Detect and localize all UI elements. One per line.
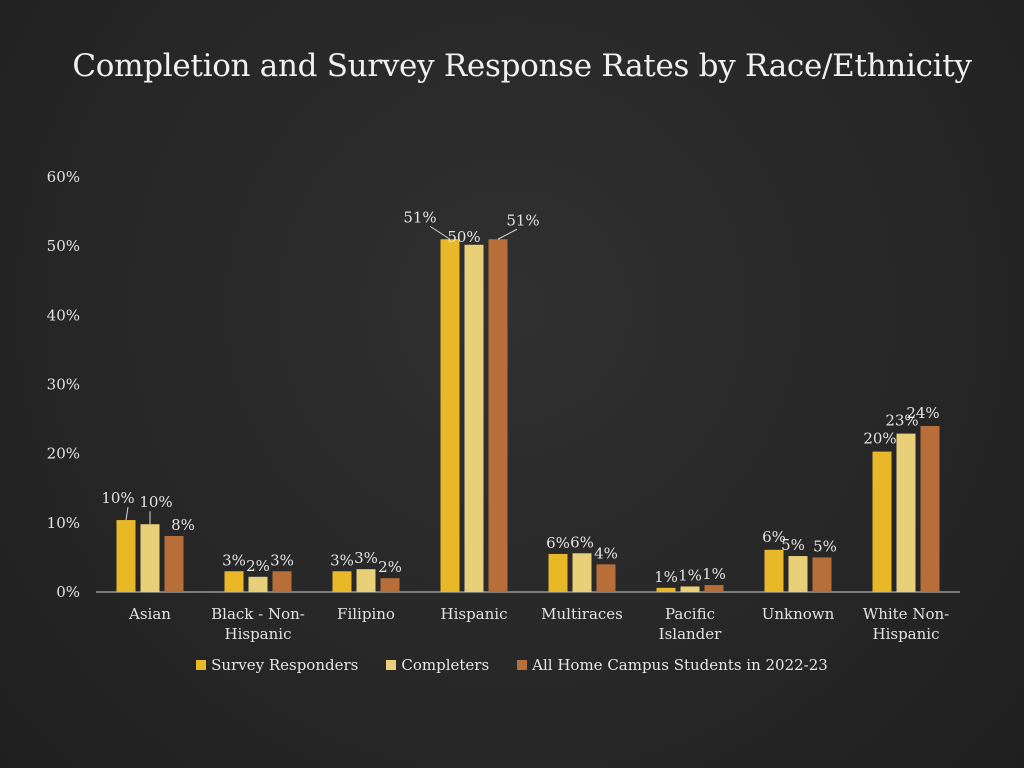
legend-label-survey: Survey Responders — [211, 656, 359, 674]
legend-swatch-completers — [386, 660, 397, 670]
data-label: 23% — [885, 412, 918, 430]
bar-0-3 — [440, 239, 460, 592]
chart-title: Completion and Survey Response Rates by … — [72, 48, 972, 84]
chart-legend: Survey Responders Completers All Home Ca… — [0, 656, 1024, 674]
bar-1-6 — [788, 556, 808, 592]
bar-2-0 — [164, 535, 184, 592]
bar-0-5 — [656, 587, 676, 592]
y-tick-label: 40% — [47, 306, 80, 324]
y-tick-label: 20% — [47, 445, 80, 463]
data-label: 3% — [354, 549, 378, 567]
data-label: 2% — [246, 557, 270, 575]
bar-2-5 — [704, 585, 724, 592]
bar-2-2 — [380, 578, 400, 592]
legend-label-completers: Completers — [401, 656, 490, 674]
bar-2-6 — [812, 557, 832, 592]
data-label: 4% — [594, 544, 618, 562]
y-tick-label: 30% — [47, 376, 80, 394]
bar-2-7 — [920, 426, 940, 592]
legend-item-completers: Completers — [386, 656, 489, 674]
y-tick-label: 60% — [47, 168, 80, 186]
leader-line — [497, 228, 518, 240]
data-label: 6% — [762, 528, 786, 546]
bar-0-2 — [332, 571, 352, 592]
x-tick-label: Hispanic — [441, 605, 508, 623]
legend-label-all-students: All Home Campus Students in 2022-23 — [532, 656, 828, 674]
data-label: 3% — [270, 551, 294, 569]
y-tick-label: 50% — [47, 237, 80, 255]
data-label: 6% — [546, 534, 570, 552]
data-label: 1% — [702, 565, 726, 583]
bar-2-1 — [272, 571, 292, 592]
x-tick-label: Black - Non- — [211, 605, 305, 623]
x-tick-label: Asian — [128, 605, 171, 623]
data-label: 20% — [863, 430, 896, 448]
x-tick-label: White Non- — [863, 605, 949, 623]
data-label: 1% — [654, 568, 678, 586]
bar-2-3 — [488, 239, 508, 592]
x-tick-label: Islander — [659, 625, 723, 643]
bar-1-1 — [248, 576, 268, 592]
leader-line — [125, 506, 129, 521]
bar-1-3 — [464, 244, 484, 593]
x-tick-label: Filipino — [337, 605, 395, 623]
legend-swatch-all-students — [517, 660, 528, 670]
bar-1-0 — [140, 524, 160, 592]
bar-1-2 — [356, 569, 376, 592]
data-label: 5% — [813, 537, 837, 555]
data-label: 2% — [378, 558, 402, 576]
bar-0-7 — [872, 451, 892, 592]
x-tick-label: Pacific — [665, 605, 715, 623]
data-label: 10% — [139, 493, 172, 511]
bar-0-0 — [116, 520, 136, 592]
data-label: 51% — [506, 211, 539, 229]
legend-item-survey: Survey Responders — [196, 656, 358, 674]
legend-item-all-students: All Home Campus Students in 2022-23 — [517, 656, 828, 674]
bar-1-7 — [896, 433, 916, 592]
data-label: 6% — [570, 533, 594, 551]
data-label: 51% — [403, 208, 436, 226]
bar-0-4 — [548, 553, 568, 592]
bar-2-4 — [596, 564, 616, 592]
data-label: 3% — [330, 551, 354, 569]
legend-swatch-survey — [196, 660, 207, 670]
y-tick-label: 10% — [47, 514, 80, 532]
data-label: 24% — [906, 404, 939, 422]
x-tick-label: Hispanic — [873, 625, 940, 643]
x-tick-label: Hispanic — [225, 625, 292, 643]
bar-1-4 — [572, 553, 592, 592]
data-label: 5% — [781, 536, 805, 554]
y-tick-label: 0% — [56, 583, 80, 601]
data-label: 10% — [101, 489, 134, 507]
data-label: 3% — [222, 551, 246, 569]
data-label: 8% — [171, 516, 195, 534]
data-label: 50% — [447, 228, 480, 246]
x-tick-label: Unknown — [762, 605, 835, 623]
bar-0-6 — [764, 549, 784, 592]
bar-0-1 — [224, 571, 244, 592]
bar-1-5 — [680, 586, 700, 592]
x-tick-label: Multiraces — [541, 605, 623, 623]
leader-line — [429, 225, 451, 240]
data-label: 1% — [678, 566, 702, 584]
